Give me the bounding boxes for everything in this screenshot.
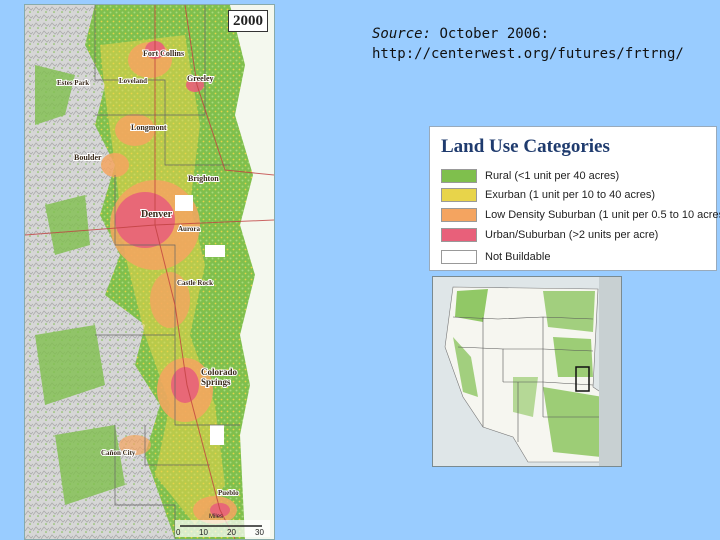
land-use-legend: Land Use Categories Rural (<1 unit per 4… — [429, 126, 720, 271]
city-label-springs: Springs — [201, 377, 231, 387]
legend-swatch-not-buildable — [441, 250, 477, 264]
white-parcel — [175, 195, 193, 211]
scale-tick-label: 10 — [199, 528, 208, 537]
legend-swatch-urban — [441, 228, 477, 242]
urban-area — [171, 367, 199, 403]
city-label-longmont: Longmont — [131, 123, 167, 132]
eastern-sparse-area — [230, 5, 274, 539]
map-canvas: Fort Collins Estes Park Loveland Greeley… — [25, 5, 274, 539]
mountain-forest-patch — [35, 65, 75, 125]
rural-patch — [543, 387, 603, 457]
legend-label: Not Buildable — [485, 251, 551, 263]
legend-item-urban-suburban: Urban/Suburban (>2 units per acre) — [441, 227, 658, 243]
legend-item-rural: Rural (<1 unit per 40 acres) — [441, 168, 619, 184]
front-range-land-use-map: Fort Collins Estes Park Loveland Greeley… — [24, 4, 275, 540]
city-label-greeley: Greeley — [187, 74, 214, 83]
scale-tick-label: 0 — [176, 528, 181, 537]
city-label-pueblo: Pueblo — [218, 489, 239, 497]
highways — [25, 5, 274, 539]
scale-tick-label: 30 — [255, 528, 264, 537]
legend-item-low-density-suburban: Low Density Suburban (1 unit per 0.5 to … — [441, 207, 720, 223]
suburban-area — [150, 272, 190, 328]
city-label-castle-rock: Castle Rock — [177, 279, 213, 287]
scale-bar: Miles 0 10 20 30 — [175, 514, 270, 537]
urban-area — [115, 192, 175, 248]
legend-title: Land Use Categories — [441, 136, 610, 157]
legend-swatch-rural — [441, 169, 477, 183]
city-label-aurora: Aurora — [178, 225, 201, 233]
rural-patch — [553, 337, 593, 377]
legend-label: Rural (<1 unit per 40 acres) — [485, 170, 620, 182]
scale-tick-label: 20 — [227, 528, 236, 537]
mountain-forest-patch — [35, 325, 105, 405]
legend-label: Low Density Suburban (1 unit per 0.5 to … — [485, 209, 720, 221]
city-label-loveland: Loveland — [119, 77, 147, 85]
city-label-denver: Denver — [141, 209, 173, 220]
rural-patch — [513, 377, 538, 417]
city-label-canon-city: Cañon City — [101, 449, 136, 457]
rural-patch — [543, 291, 595, 332]
rural-patch — [453, 337, 478, 397]
source-url[interactable]: http://centerwest.org/futures/frtrng/ — [372, 46, 684, 62]
city-label-estes-park: Estes Park — [57, 79, 89, 87]
white-parcel — [205, 245, 225, 257]
inset-map-canvas — [433, 277, 621, 466]
white-parcel — [210, 425, 224, 445]
source-label: Source: — [372, 26, 432, 42]
legend-swatch-suburban — [441, 208, 477, 222]
mountain-forest-patch — [55, 425, 125, 505]
study-area-box — [575, 366, 590, 392]
western-us-inset-map — [432, 276, 622, 467]
legend-label: Exurban (1 unit per 10 to 40 acres) — [485, 189, 655, 201]
scale-unit-label: Miles — [209, 514, 223, 520]
legend-swatch-exurban — [441, 188, 477, 202]
suburban-area — [119, 435, 151, 455]
city-label-colorado: Colorado — [201, 367, 238, 377]
suburban-area — [115, 114, 155, 146]
mountain-area — [25, 5, 175, 539]
urban-area — [186, 78, 204, 92]
rural-patch — [455, 289, 488, 322]
legend-item-not-buildable: Not Buildable — [441, 249, 550, 265]
mountain-forest-patch — [45, 195, 90, 255]
county-boundaries — [94, 5, 240, 539]
source-citation: Source: October 2006: http://centerwest.… — [372, 24, 684, 64]
city-label-brighton: Brighton — [188, 174, 219, 183]
legend-item-exurban: Exurban (1 unit per 10 to 40 acres) — [441, 187, 655, 203]
year-label: 2000 — [228, 10, 268, 32]
city-label-fort-collins: Fort Collins — [143, 49, 184, 58]
city-label-boulder: Boulder — [74, 153, 102, 162]
outside-region — [599, 277, 621, 466]
legend-label: Urban/Suburban (>2 units per acre) — [485, 229, 659, 241]
suburban-area — [101, 153, 129, 177]
source-date: October 2006: — [439, 26, 550, 42]
